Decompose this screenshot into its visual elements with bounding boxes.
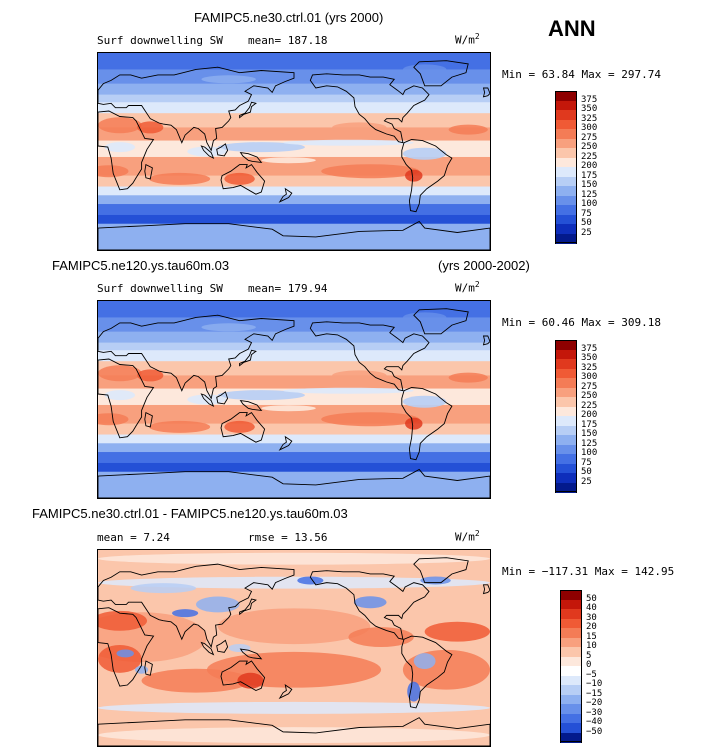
colorbar-tick-label: −10 xyxy=(586,679,603,689)
panel3-mean: mean = 7.24 xyxy=(97,531,170,544)
panel1-variable-label: Surf downwelling SW xyxy=(97,34,223,47)
colorbar-tick-label: 300 xyxy=(581,372,598,382)
colorbar-tick-label: 20 xyxy=(586,622,597,632)
colorbar-tick-label: 275 xyxy=(581,132,598,143)
colorbar-tick-label: 50 xyxy=(581,218,592,228)
panel2-map xyxy=(97,300,491,499)
colorbar-tick-label: 5 xyxy=(586,650,592,661)
colorbar-tick-label: 350 xyxy=(581,353,598,363)
colorbar-tick-label: 325 xyxy=(581,362,598,373)
panel3-colorbar: 50 40 30 20 15 10 5 0 −5 −10 −15 −20 −30 −40 −50 xyxy=(560,590,602,743)
colorbar-tick-label: −50 xyxy=(586,726,603,737)
colorbar-tick-label: 100 xyxy=(581,199,598,209)
colorbar-tick-label: −30 xyxy=(586,707,603,718)
colorbar-tick-label: 125 xyxy=(581,438,598,449)
colorbar-tick-label: 75 xyxy=(581,208,592,219)
colorbar-tick-label: −20 xyxy=(586,698,603,708)
colorbar-tick-label: 175 xyxy=(581,419,598,430)
colorbar-tick-label: −5 xyxy=(586,669,597,680)
colorbar-tick-label: 50 xyxy=(581,467,592,477)
colorbar-tick-label: 175 xyxy=(581,170,598,181)
panel1-minmax: Min = 63.84 Max = 297.74 xyxy=(502,68,661,81)
colorbar-frame xyxy=(560,590,582,742)
panel3-map xyxy=(97,549,491,747)
coastline xyxy=(98,557,490,746)
panel3-rmse: rmse = 13.56 xyxy=(248,531,328,544)
panel1-case-title: FAMIPC5.ne30.ctrl.01 (yrs 2000) xyxy=(194,10,384,25)
panel1-colorbar: 375 350 325 300 275 250 225 200 175 150 125 100 75 50… xyxy=(555,91,597,244)
panel3-case-title: FAMIPC5.ne30.ctrl.01 - FAMIPC5.ne120.ys.… xyxy=(32,506,348,521)
panel1-units: W/m2 xyxy=(455,32,480,47)
colorbar-tick-label: 225 xyxy=(581,151,598,162)
panel2-mean: mean= 179.94 xyxy=(248,282,328,295)
panel2-case-title: FAMIPC5.ne120.ys.tau60m.03 xyxy=(52,258,230,273)
colorbar-tick-label: 225 xyxy=(581,400,598,411)
colorbar-tick-label: 300 xyxy=(581,123,598,133)
colorbar-frame xyxy=(555,91,577,243)
colorbar-tick-label: 25 xyxy=(581,476,592,487)
season-label: ANN xyxy=(548,16,596,41)
coastline xyxy=(98,60,490,250)
colorbar-tick-label: 0 xyxy=(586,660,592,670)
colorbar-tick-label: 375 xyxy=(581,343,598,354)
panel2-units: W/m2 xyxy=(455,280,480,295)
colorbar-tick-label: 325 xyxy=(581,113,598,124)
colorbar-tick-label: 150 xyxy=(581,180,598,190)
colorbar-tick-label: 50 xyxy=(586,593,597,604)
colorbar-tick-label: 25 xyxy=(581,227,592,238)
colorbar-tick-label: −40 xyxy=(586,717,603,727)
panel1-mean: mean= 187.18 xyxy=(248,34,328,47)
field-contour-map xyxy=(98,550,490,746)
colorbar-tick-label: 30 xyxy=(586,612,597,623)
panel2-case-years: (yrs 2000-2002) xyxy=(438,258,530,273)
panel2-minmax: Min = 60.46 Max = 309.18 xyxy=(502,316,661,329)
colorbar-tick-label: 200 xyxy=(581,410,598,420)
colorbar-tick-label: 250 xyxy=(581,391,598,401)
colorbar-tick-label: 150 xyxy=(581,429,598,439)
panel2-variable-label: Surf downwelling SW xyxy=(97,282,223,295)
colorbar-tick-label: 100 xyxy=(581,448,598,458)
field-contour-map xyxy=(98,53,490,250)
colorbar-tick-label: 375 xyxy=(581,94,598,105)
panel2-colorbar: 375 350 325 300 275 250 225 200 175 150 125 100 75 50… xyxy=(555,340,597,493)
colorbar-frame xyxy=(555,340,577,492)
panel3-units: W/m2 xyxy=(455,529,480,544)
colorbar-tick-label: 350 xyxy=(581,104,598,114)
colorbar-tick-label: 75 xyxy=(581,457,592,468)
coastline xyxy=(98,308,490,498)
colorbar-tick-label: 15 xyxy=(586,631,597,642)
colorbar-tick-label: 275 xyxy=(581,381,598,392)
colorbar-tick-label: 200 xyxy=(581,161,598,171)
colorbar-tick-label: 125 xyxy=(581,189,598,200)
colorbar-tick-label: 40 xyxy=(586,603,597,613)
field-contour-map xyxy=(98,301,490,498)
colorbar-tick-label: −15 xyxy=(586,688,603,699)
panel1-map xyxy=(97,52,491,251)
panel3-minmax: Min = −117.31 Max = 142.95 xyxy=(502,565,675,578)
colorbar-tick-label: 10 xyxy=(586,641,597,651)
colorbar-tick-label: 250 xyxy=(581,142,598,152)
